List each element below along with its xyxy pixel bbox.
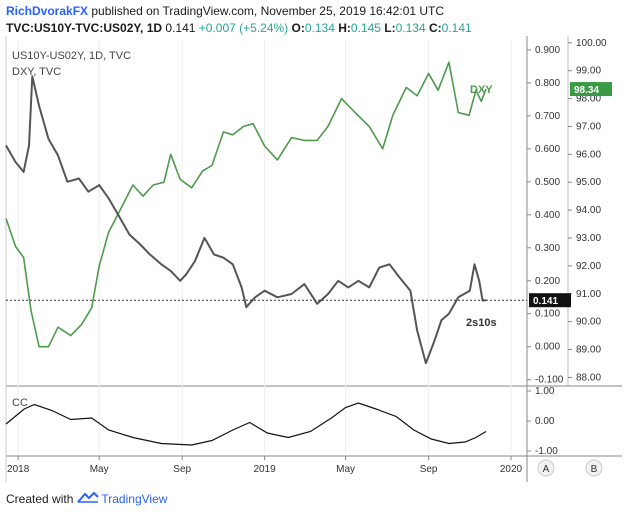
right-axis-label: 97.00 <box>576 121 601 132</box>
close-value: 0.141 <box>441 21 472 35</box>
author-link[interactable]: RichDvorakFX <box>6 4 89 18</box>
series-line-2s10s <box>5 75 487 365</box>
symbol-name: TVC:US10Y-TVC:US02Y, 1D <box>6 21 163 35</box>
low-value: 0.134 <box>395 21 426 35</box>
publish-header: RichDvorakFX published on TradingView.co… <box>6 4 444 18</box>
right-axis-label: 98.00 <box>576 94 601 105</box>
left-axis-label: 0.700 <box>535 111 560 122</box>
low-label: L: <box>384 21 396 35</box>
right-axis-label: 89.00 <box>576 345 601 356</box>
left-axis-label: 0.000 <box>535 342 560 353</box>
right-axis-label: 95.00 <box>576 177 601 188</box>
x-tick-label: 2019 <box>253 464 276 475</box>
high-value: 0.145 <box>350 21 381 35</box>
cc-series-line <box>5 402 487 446</box>
cc-axis-label: 0.00 <box>535 416 555 427</box>
left-axis-label: 0.800 <box>535 78 560 89</box>
left-axis-label: 0.600 <box>535 144 560 155</box>
annotation-2s10s: 2s10s <box>466 317 497 329</box>
right-axis-label: 88.00 <box>576 372 601 383</box>
last-value-tag-2s10s <box>529 293 571 308</box>
open-label: O: <box>291 21 305 35</box>
annotation-dxy: DXY <box>470 84 493 96</box>
close-label: C: <box>428 21 442 35</box>
right-axis-label: 96.00 <box>576 149 601 160</box>
cc-panel-label: CC <box>12 397 28 409</box>
scale-button-b-label: B <box>591 464 598 475</box>
right-axis-label: 91.00 <box>576 289 601 300</box>
tradingview-brand-link[interactable]: TradingView <box>101 491 168 506</box>
scale-button-a-label: A <box>543 464 550 475</box>
x-tick-label: Sep <box>173 464 191 475</box>
left-axis-label: 0.900 <box>535 45 560 56</box>
cc-axis-label: 1.00 <box>535 386 555 397</box>
left-axis-label: 0.500 <box>535 177 560 188</box>
left-axis-label: 0.100 <box>535 309 560 320</box>
x-tick-label: Sep <box>420 464 438 475</box>
legend-spread[interactable]: US10Y-US02Y, 1D, TVC <box>12 50 132 62</box>
created-with-text: Created with <box>6 491 74 506</box>
last-value-2s10s: 0.141 <box>533 296 558 307</box>
scale-button-b <box>585 459 603 477</box>
series-line-dxy <box>5 61 487 348</box>
x-tick-label: May <box>336 464 355 475</box>
cc-axis-label: -1.00 <box>535 446 558 457</box>
x-tick-label: 2018 <box>7 464 30 475</box>
last-value-dxy: 98.34 <box>574 85 599 96</box>
x-tick-label: May <box>90 464 109 475</box>
right-axis-label: 90.00 <box>576 317 601 328</box>
published-text: published on TradingView.com, November 2… <box>91 4 445 18</box>
high-label: H: <box>338 21 351 35</box>
left-axis-label: 0.400 <box>535 210 560 221</box>
x-tick-label: 2020 <box>500 464 523 475</box>
right-axis-label: 100.00 <box>576 38 607 49</box>
price-change: +0.007 (+5.24%) <box>198 21 289 35</box>
legend-dxy[interactable]: DXY, TVC <box>12 66 62 78</box>
right-axis-label: 99.00 <box>576 66 601 77</box>
left-axis-label: 0.300 <box>535 243 560 254</box>
scale-button-a <box>537 459 555 477</box>
last-value-tag-dxy <box>570 82 612 97</box>
right-axis-label: 92.00 <box>576 261 601 272</box>
right-axis-label: 94.00 <box>576 205 601 216</box>
right-axis-label: 93.00 <box>576 233 601 244</box>
last-price: 0.141 <box>165 21 196 35</box>
left-axis-label: -0.100 <box>535 375 564 386</box>
footer: Created with TradingView <box>6 491 167 506</box>
left-axis-label: 0.200 <box>535 276 560 287</box>
open-value: 0.134 <box>304 21 335 35</box>
ohlc-header: TVC:US10Y-TVC:US02Y, 1D 0.141 +0.007 (+5… <box>6 21 472 35</box>
tradingview-logo-icon <box>77 491 100 506</box>
